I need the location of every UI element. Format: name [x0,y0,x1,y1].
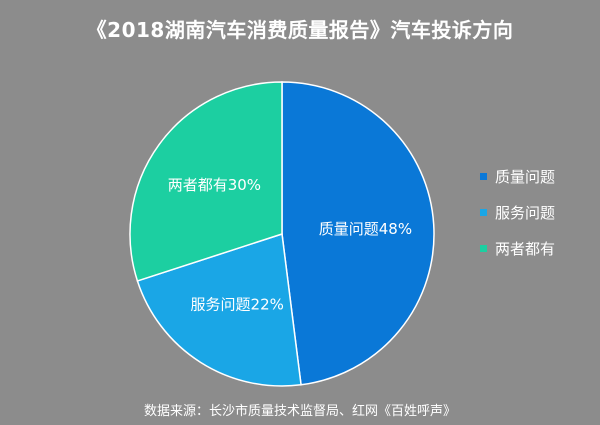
slice-service [136,233,302,387]
source-note: 数据来源：长沙市质量技术监督局、红网《百姓呼声》 [143,404,456,419]
slice-label-service: 服务问题22% [191,296,284,314]
legend-item: 质量问题 [480,166,555,186]
legend-label-service: 服务问题 [495,203,556,222]
legend-item: 服务问题 [480,202,555,222]
legend-item: 两者都有 [480,238,555,258]
slice-quality [281,81,435,386]
legend-swatch-both [480,244,487,252]
slice-both [129,81,283,282]
chart-title: 《2018湖南汽车消费质量报告》汽车投诉方向 [86,18,514,42]
slice-label-both: 两者都有30% [168,176,261,194]
legend-swatch-service [480,208,487,216]
slice-label-quality: 质量问题48% [319,220,412,238]
legend-label-quality: 质量问题 [495,167,556,186]
legend-swatch-quality [480,172,487,180]
legend: 质量问题 服务问题 两者都有 [480,166,555,274]
legend-label-both: 两者都有 [495,239,556,258]
